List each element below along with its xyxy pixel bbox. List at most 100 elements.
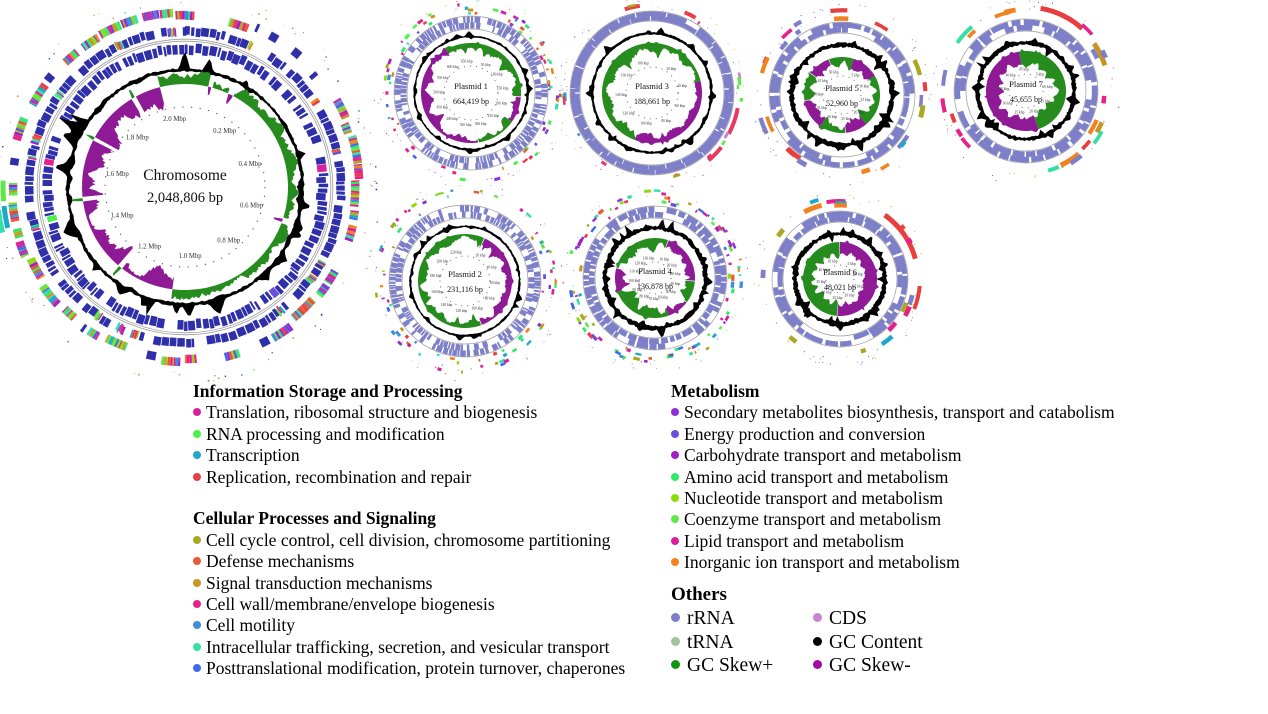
svg-text:50 kbp: 50 kbp [829,71,839,75]
svg-text:25 kbp: 25 kbp [841,117,851,121]
svg-text:52,960 bp: 52,960 bp [826,99,858,108]
svg-text:48,021 bp: 48,021 bp [824,283,856,292]
svg-text:45 kbp: 45 kbp [818,79,828,83]
svg-text:10 kbp: 10 kbp [659,257,669,261]
svg-text:5 kbp: 5 kbp [848,262,856,266]
svg-text:80 kbp: 80 kbp [485,296,495,300]
svg-text:35 kbp: 35 kbp [817,106,827,110]
svg-text:0.8 Mbp: 0.8 Mbp [217,238,241,245]
svg-text:Chromosome: Chromosome [143,167,227,184]
svg-text:5 kbp: 5 kbp [851,73,859,77]
svg-text:15 kbp: 15 kbp [853,285,863,289]
svg-text:100 kbp: 100 kbp [640,122,652,126]
svg-text:550 kbp: 550 kbp [437,76,449,80]
svg-text:664,419 bp: 664,419 bp [453,97,489,106]
svg-text:15 kbp: 15 kbp [1040,100,1050,104]
svg-text:20 kbp: 20 kbp [854,111,864,115]
svg-text:35 kbp: 35 kbp [999,87,1009,91]
svg-text:500 kbp: 500 kbp [433,91,445,95]
svg-text:Plasmid 5: Plasmid 5 [825,83,859,93]
svg-text:15 kbp: 15 kbp [861,98,871,102]
svg-text:Plasmid 4: Plasmid 4 [638,266,673,276]
svg-text:20 kbp: 20 kbp [476,254,486,258]
svg-text:231,116 bp: 231,116 bp [447,285,483,294]
svg-text:80 kbp: 80 kbp [661,119,671,123]
svg-text:40 kbp: 40 kbp [1006,74,1016,78]
svg-text:120 kbp: 120 kbp [623,112,635,116]
svg-text:180 kbp: 180 kbp [637,62,649,66]
svg-text:1.8 Mbp: 1.8 Mbp [126,135,150,142]
svg-text:Plasmid 1: Plasmid 1 [454,81,488,91]
svg-text:5 kbp: 5 kbp [1036,72,1044,76]
svg-text:Plasmid 7: Plasmid 7 [1009,79,1043,89]
svg-text:45,655 bp: 45,655 bp [1010,95,1042,104]
svg-text:130 kbp: 130 kbp [643,256,655,260]
svg-text:160 kbp: 160 kbp [621,73,633,77]
svg-text:40 kbp: 40 kbp [819,268,829,272]
svg-text:30 kbp: 30 kbp [671,272,681,276]
svg-text:2.0 Mbp: 2.0 Mbp [163,116,187,123]
svg-text:30 kbp: 30 kbp [822,291,832,295]
svg-text:188,661 bp: 188,661 bp [634,97,670,106]
svg-text:1.0 Mbp: 1.0 Mbp [179,253,203,260]
svg-text:0.4 Mbp: 0.4 Mbp [238,161,262,168]
svg-text:40 kbp: 40 kbp [670,282,680,286]
svg-text:200 kbp: 200 kbp [496,101,508,105]
svg-text:45 kbp: 45 kbp [1019,67,1029,71]
svg-text:450 kbp: 450 kbp [436,105,448,109]
svg-text:160 kbp: 160 kbp [431,290,443,294]
svg-text:Plasmid 2: Plasmid 2 [448,269,482,279]
svg-text:90 kbp: 90 kbp [632,288,642,292]
svg-text:100 kbp: 100 kbp [628,279,640,283]
svg-text:250 kbp: 250 kbp [488,114,500,118]
svg-text:150 kbp: 150 kbp [497,86,509,90]
svg-text:400 kbp: 400 kbp [446,117,458,121]
svg-text:20 kbp: 20 kbp [667,264,677,268]
svg-text:10 kbp: 10 kbp [859,84,869,88]
svg-text:200 kbp: 200 kbp [437,259,449,263]
svg-text:180 kbp: 180 kbp [430,274,442,278]
svg-text:25 kbp: 25 kbp [1015,110,1025,114]
svg-text:50 kbp: 50 kbp [481,63,491,67]
svg-text:60 kbp: 60 kbp [658,296,668,300]
svg-text:60 kbp: 60 kbp [490,281,500,285]
svg-text:25 kbp: 25 kbp [833,296,843,300]
svg-text:100 kbp: 100 kbp [471,307,483,311]
svg-text:1.2 Mbp: 1.2 Mbp [138,244,162,251]
svg-text:40 kbp: 40 kbp [813,93,823,97]
svg-text:40 kbp: 40 kbp [677,84,687,88]
svg-text:0.6 Mbp: 0.6 Mbp [240,203,264,210]
svg-text:35 kbp: 35 kbp [816,280,826,284]
svg-text:2,048,806 bp: 2,048,806 bp [147,190,223,206]
svg-text:650 kbp: 650 kbp [461,60,473,64]
svg-text:100 kbp: 100 kbp [491,73,503,77]
svg-text:70 kbp: 70 kbp [649,297,659,301]
svg-text:20 kbp: 20 kbp [1029,110,1039,114]
svg-text:350 kbp: 350 kbp [460,123,472,127]
svg-text:140 kbp: 140 kbp [441,303,453,307]
svg-text:1.6 Mbp: 1.6 Mbp [106,171,130,178]
svg-text:Plasmid 3: Plasmid 3 [635,81,669,91]
svg-text:136,878 bp: 136,878 bp [637,282,673,291]
svg-text:40 kbp: 40 kbp [487,265,497,269]
svg-text:140 kbp: 140 kbp [615,93,627,97]
svg-text:Plasmid 6: Plasmid 6 [823,267,857,277]
svg-text:120 kbp: 120 kbp [456,309,468,313]
svg-text:1.4 Mbp: 1.4 Mbp [110,212,134,219]
svg-text:20 kbp: 20 kbp [666,67,676,71]
svg-text:0.2 Mbp: 0.2 Mbp [213,128,237,135]
svg-text:45 kbp: 45 kbp [828,260,838,264]
svg-text:300 kbp: 300 kbp [475,122,487,126]
svg-text:600 kbp: 600 kbp [447,65,459,69]
svg-text:30 kbp: 30 kbp [1003,101,1013,105]
svg-text:80 kbp: 80 kbp [639,294,649,298]
svg-text:110 kbp: 110 kbp [629,269,641,273]
svg-text:60 kbp: 60 kbp [675,104,685,108]
svg-text:20 kbp: 20 kbp [845,294,855,298]
svg-text:220 kbp: 220 kbp [450,251,462,255]
svg-text:10 kbp: 10 kbp [853,272,863,276]
svg-text:10 kbp: 10 kbp [1043,85,1053,89]
svg-text:30 kbp: 30 kbp [827,115,837,119]
svg-text:50 kbp: 50 kbp [666,290,676,294]
svg-text:120 kbp: 120 kbp [634,261,646,265]
